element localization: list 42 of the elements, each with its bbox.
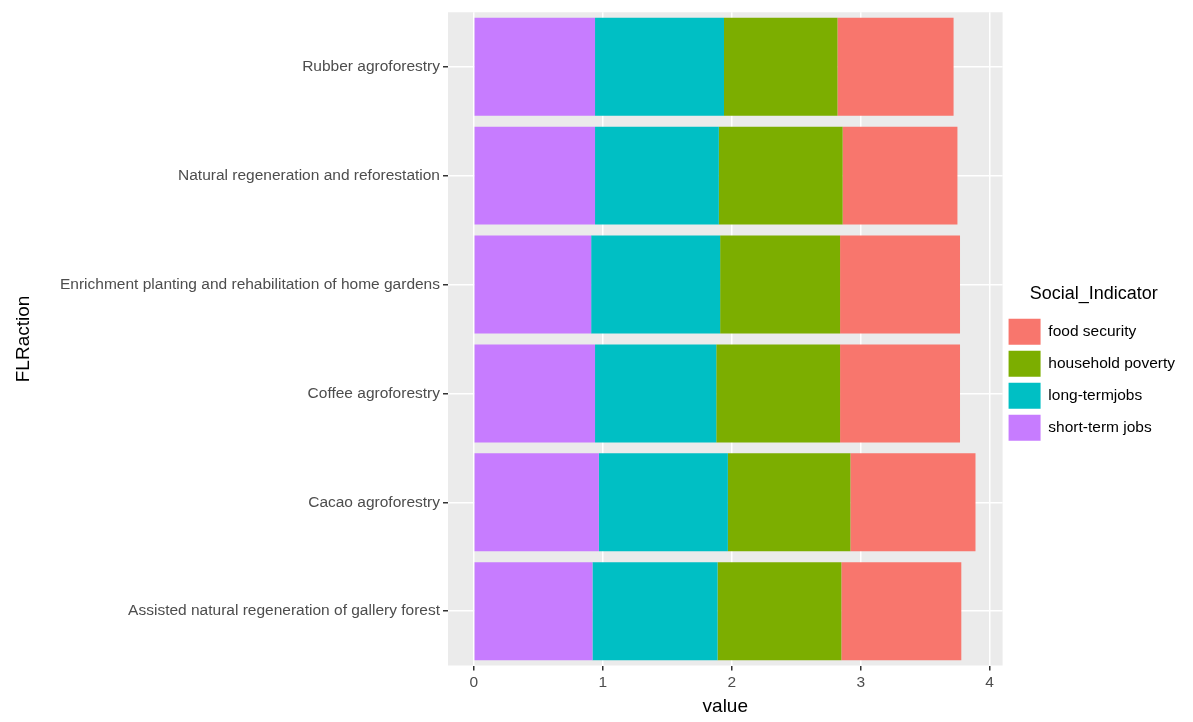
y-tick-label: Rubber agroforestry: [302, 57, 441, 75]
bar: [841, 562, 962, 661]
y-tick-label: Cacao agroforestry: [308, 492, 441, 510]
bar: [724, 17, 838, 116]
bar: [474, 126, 596, 225]
bar: [727, 453, 851, 552]
x-tick-label: 1: [598, 673, 608, 691]
bar: [595, 17, 724, 116]
legend-label: long-termjobs: [1048, 386, 1143, 404]
x-tick-label: 0: [469, 673, 479, 691]
bar: [720, 235, 841, 334]
x-axis-title: value: [702, 694, 748, 716]
bar: [850, 453, 976, 552]
bar: [595, 126, 719, 225]
bar: [718, 126, 843, 225]
bar: [592, 562, 718, 661]
x-tick-label: 3: [856, 673, 866, 691]
x-tick-label: 4: [985, 673, 995, 691]
bar: [474, 453, 599, 552]
bar: [591, 235, 721, 334]
legend-label: food security: [1048, 322, 1137, 340]
bar: [474, 562, 593, 661]
bar: [840, 235, 961, 334]
bar: [598, 453, 728, 552]
bar: [474, 344, 596, 443]
legend-title: Social_Indicator: [1029, 283, 1158, 305]
legend-label: household poverty: [1048, 354, 1176, 372]
bar: [474, 235, 592, 334]
bar: [716, 344, 841, 443]
y-tick-label: Enrichment planting and rehabilitation of home gardens: [60, 274, 441, 292]
bar: [595, 344, 717, 443]
y-tick-label: Assisted natural regeneration of gallery forest: [128, 601, 441, 619]
legend-label: short-term jobs: [1048, 418, 1152, 436]
y-tick-label: Coffee agroforestry: [307, 383, 441, 401]
bar: [474, 17, 596, 116]
bar: [837, 17, 954, 116]
y-tick-label: Natural regeneration and reforestation: [178, 165, 440, 183]
x-tick-label: 2: [727, 673, 737, 691]
y-axis-title: FLRaction: [11, 295, 33, 383]
bar: [842, 126, 958, 225]
bar: [840, 344, 961, 443]
bar: [717, 562, 842, 661]
